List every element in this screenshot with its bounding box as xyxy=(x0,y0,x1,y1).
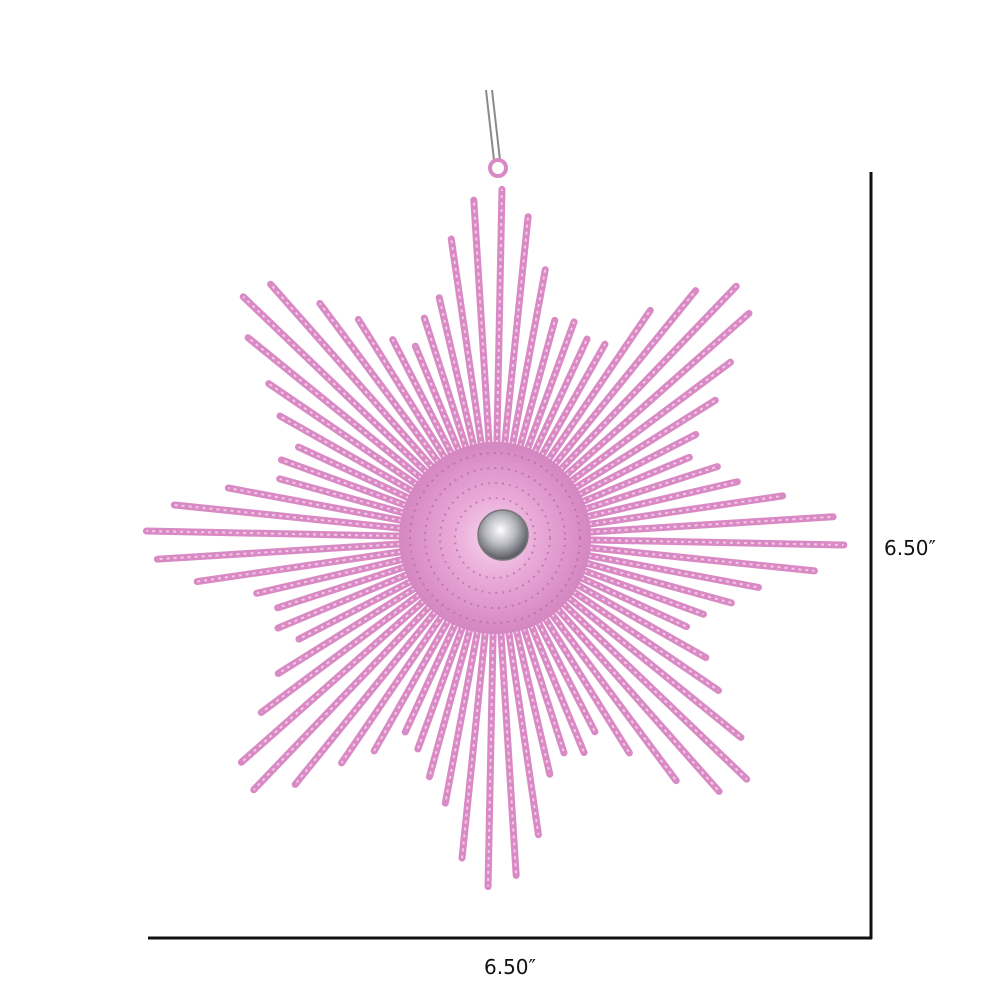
ray-glitter xyxy=(530,585,677,782)
ray xyxy=(539,358,734,506)
ray-glitter xyxy=(404,592,471,733)
ray-glitter xyxy=(554,543,815,572)
dimension-lines xyxy=(148,172,873,940)
hanging-string xyxy=(485,89,508,178)
ray-glitter xyxy=(554,538,844,546)
ray-glitter xyxy=(532,289,697,493)
ray-glitter xyxy=(551,557,704,616)
ray-glitter xyxy=(497,597,518,876)
ray-glitter xyxy=(539,312,750,500)
ray-glitter xyxy=(146,530,436,538)
ray-glitter xyxy=(298,446,441,514)
ray-glitter xyxy=(294,583,458,786)
ray-glitter xyxy=(533,582,720,793)
disc-ring xyxy=(424,467,566,609)
ray-glitter xyxy=(554,515,834,536)
ray-glitter xyxy=(157,540,436,561)
ray-glitter xyxy=(519,338,588,484)
ray-glitter xyxy=(495,189,503,479)
ray xyxy=(257,570,451,716)
ray-glitter xyxy=(298,564,443,640)
ray-glitter xyxy=(523,343,606,487)
center-disc-texture xyxy=(409,452,581,624)
ray-glitter xyxy=(357,318,465,488)
ray xyxy=(316,299,463,494)
disc-ring xyxy=(409,452,581,624)
ray-glitter xyxy=(500,216,530,479)
height-label: 6.50″ xyxy=(884,536,937,560)
ray-glitter xyxy=(450,238,488,479)
ray-glitter xyxy=(537,578,748,780)
ray-glitter xyxy=(253,580,455,791)
ray-glitter xyxy=(240,576,451,764)
ray-glitter xyxy=(545,399,716,508)
ray-glitter xyxy=(521,590,596,733)
ray-glitter xyxy=(438,297,483,480)
ray-glitter xyxy=(472,200,493,479)
starburst-rays xyxy=(142,185,848,891)
ray-glitter xyxy=(461,597,490,859)
ray-glitter xyxy=(269,283,457,494)
ray-glitter xyxy=(197,545,436,583)
ray-glitter xyxy=(535,285,738,496)
width-label: 6.50″ xyxy=(484,955,537,979)
ray-glitter xyxy=(174,503,436,533)
ray-glitter xyxy=(247,336,450,501)
disc-ring xyxy=(454,497,536,579)
ray-glitter xyxy=(502,597,540,835)
ray-glitter xyxy=(277,568,445,675)
ray-glitter xyxy=(487,597,495,887)
ray-glitter xyxy=(428,595,481,778)
ray-glitter xyxy=(525,588,631,754)
ray xyxy=(550,492,787,533)
gem-icon xyxy=(477,509,529,561)
disc-ring xyxy=(439,482,551,594)
ray-glitter xyxy=(279,415,444,510)
ray-glitter xyxy=(242,296,453,498)
ray-glitter xyxy=(540,575,742,739)
